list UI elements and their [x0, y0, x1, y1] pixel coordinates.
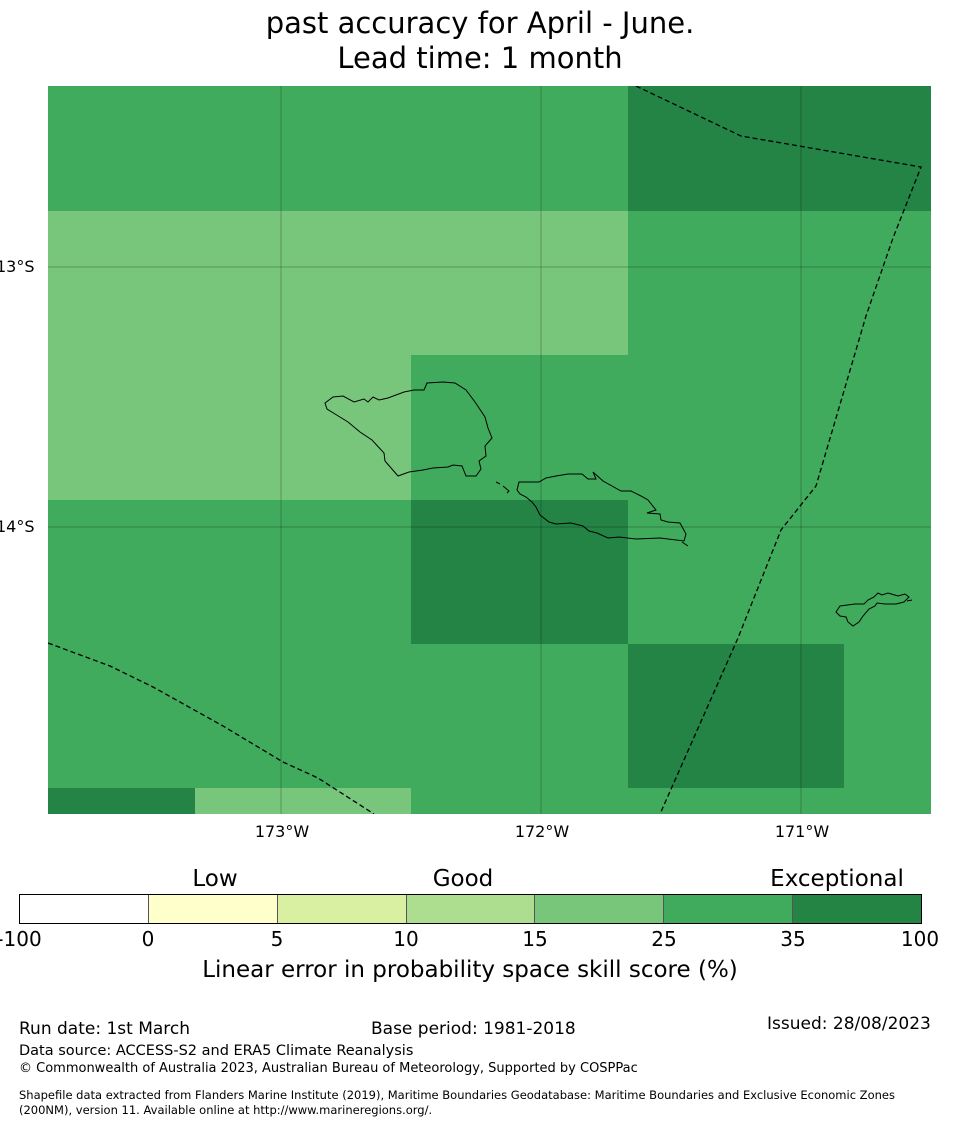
legend-tick: 15 — [522, 927, 548, 951]
coastline-tutuila — [835, 592, 910, 627]
colorbar-segment — [406, 895, 536, 923]
run-date: Run date: 1st March — [19, 1019, 191, 1039]
skill-score-map — [48, 86, 931, 814]
coastline-upolu — [516, 471, 687, 542]
lat-label-13s: 13°S — [0, 257, 35, 276]
skill-grid — [48, 86, 931, 814]
copyright: © Commonwealth of Australia 2023, Austra… — [19, 1061, 638, 1076]
legend-tick: 5 — [270, 927, 284, 951]
legend-tick: 0 — [141, 927, 155, 951]
colorbar-segment — [277, 895, 407, 923]
coastline-upolu-tip — [681, 541, 689, 547]
data-source: Data source: ACCESS-S2 and ERA5 Climate … — [19, 1043, 414, 1059]
shapefile-credit-line2: (200NM), version 11. Available online at… — [19, 1103, 433, 1117]
colorbar-segment — [20, 895, 149, 923]
legend-colorbar — [19, 894, 922, 924]
coastline-aunuu — [906, 599, 913, 602]
lon-label-171w: 171°W — [774, 822, 830, 841]
legend-tick: 35 — [780, 927, 806, 951]
lon-label-172w: 172°W — [514, 822, 570, 841]
legend-category-low: Low — [192, 866, 238, 892]
graticule-lines — [48, 86, 931, 814]
colorbar-segment — [664, 895, 794, 923]
coastline-savaii — [324, 381, 493, 477]
lat-label-14s: 14°S — [0, 517, 35, 536]
coastlines — [324, 381, 913, 627]
legend-title: Linear error in probability space skill … — [202, 957, 738, 983]
legend-tick: 25 — [651, 927, 677, 951]
eez-boundary-dashed — [48, 86, 922, 814]
map-title-line2: Lead time: 1 month — [337, 41, 623, 75]
shapefile-credit-line1: Shapefile data extracted from Flanders M… — [19, 1088, 895, 1102]
colorbar-segment — [535, 895, 665, 923]
issued-date: Issued: 28/08/2023 — [767, 1014, 931, 1034]
lon-label-173w: 173°W — [254, 822, 310, 841]
colorbar-segment — [793, 895, 922, 923]
coastline-manono-apolima — [495, 481, 510, 494]
map-title-line1: past accuracy for April - June. — [265, 6, 695, 40]
legend-tick: 10 — [393, 927, 419, 951]
colorbar-segment — [148, 895, 278, 923]
legend-category-exceptional: Exceptional — [770, 866, 904, 892]
legend-category-good: Good — [432, 866, 494, 892]
legend-tick: 100 — [900, 927, 940, 951]
legend-tick: -100 — [0, 927, 42, 951]
base-period: Base period: 1981-2018 — [371, 1019, 576, 1039]
